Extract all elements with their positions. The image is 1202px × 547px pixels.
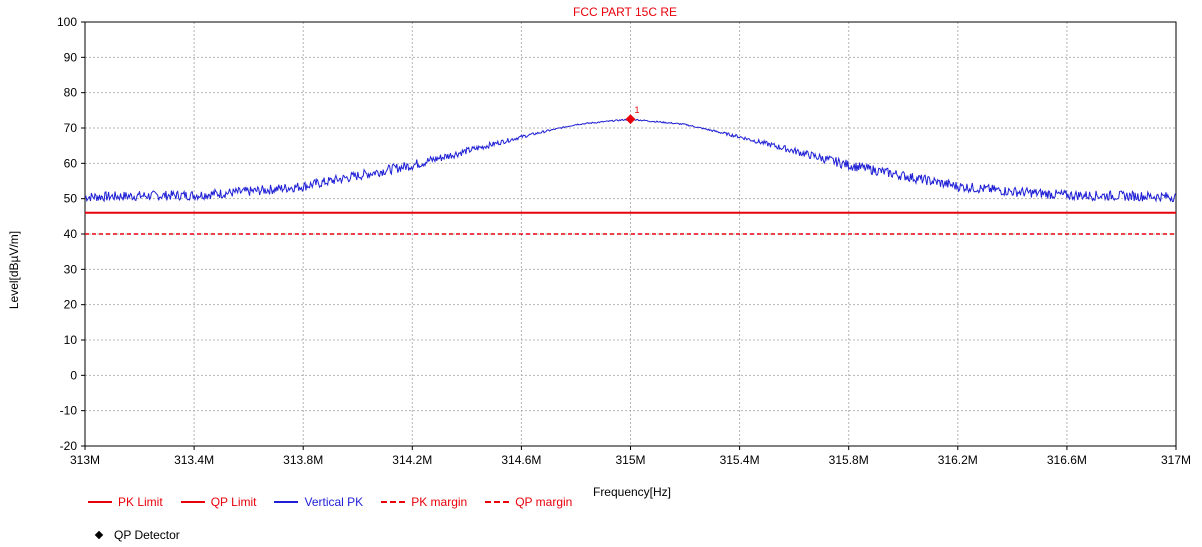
legend-swatch	[274, 501, 299, 503]
x-tick-label: 314.2M	[392, 453, 432, 467]
y-tick-label: 50	[64, 192, 78, 206]
x-tick-label: 315.8M	[829, 453, 869, 467]
detector-legend: QP Detector	[94, 528, 180, 542]
x-tick-label: 313.8M	[283, 453, 323, 467]
legend-item: QP margin	[485, 495, 572, 509]
y-tick-label: 70	[64, 121, 78, 135]
legend-label: QP Limit	[210, 495, 257, 509]
legend-swatch	[88, 501, 112, 503]
legend-label: PK margin	[411, 495, 468, 509]
legend-item: PK Limit	[88, 495, 163, 509]
detector-legend-label: QP Detector	[114, 528, 180, 542]
y-tick-label: 40	[64, 227, 78, 241]
legend-item: Vertical PK	[274, 495, 363, 509]
x-axis-label: Frequency[Hz]	[593, 485, 671, 499]
series-layer	[84, 118, 1177, 235]
peak-marker	[625, 114, 636, 125]
y-axis-label: Level[dBµV/m]	[7, 231, 21, 309]
y-tick-label: 80	[64, 86, 78, 100]
legend-swatch	[485, 501, 510, 503]
legend-label: PK Limit	[118, 495, 163, 509]
legend-item: PK margin	[381, 495, 467, 509]
legend: PK Limit QP Limit Vertical PK PK margin QP m…	[88, 495, 590, 509]
x-tick-label: 313.4M	[174, 453, 214, 467]
x-tick-label: 316.6M	[1047, 453, 1087, 467]
y-tick-label: 0	[70, 368, 77, 382]
y-tick-label: 100	[57, 15, 77, 29]
y-tick-label: 20	[64, 298, 78, 312]
y-tick-label: 30	[64, 262, 78, 276]
marker-layer: 1	[625, 105, 640, 125]
y-tick-label: -20	[60, 439, 78, 453]
x-tick-label: 315.4M	[720, 453, 760, 467]
legend-label: QP margin	[515, 495, 573, 509]
y-tick-label: 60	[64, 156, 78, 170]
y-tick-label: 90	[64, 50, 78, 64]
x-tick-label: 317M	[1161, 453, 1191, 467]
peak-marker-label: 1	[635, 105, 640, 115]
diamond-icon	[94, 530, 104, 540]
y-tick-label: -10	[60, 404, 78, 418]
x-tick-label: 316.2M	[938, 453, 978, 467]
x-tick-label: 314.6M	[501, 453, 541, 467]
chart-title: FCC PART 15C RE	[573, 5, 677, 19]
legend-item: QP Limit	[180, 495, 257, 509]
x-tick-label: 315M	[615, 453, 645, 467]
legend-swatch	[381, 501, 406, 503]
legend-label: Vertical PK	[304, 495, 364, 509]
x-tick-label: 313M	[70, 453, 100, 467]
y-tick-label: 10	[64, 333, 78, 347]
x-axis-ticks: 313M 313.4M 313.8M 314.2M 314.6M 315M 315.4M 31…	[70, 446, 1191, 467]
grid	[84, 21, 1177, 447]
legend-swatch	[180, 501, 205, 503]
